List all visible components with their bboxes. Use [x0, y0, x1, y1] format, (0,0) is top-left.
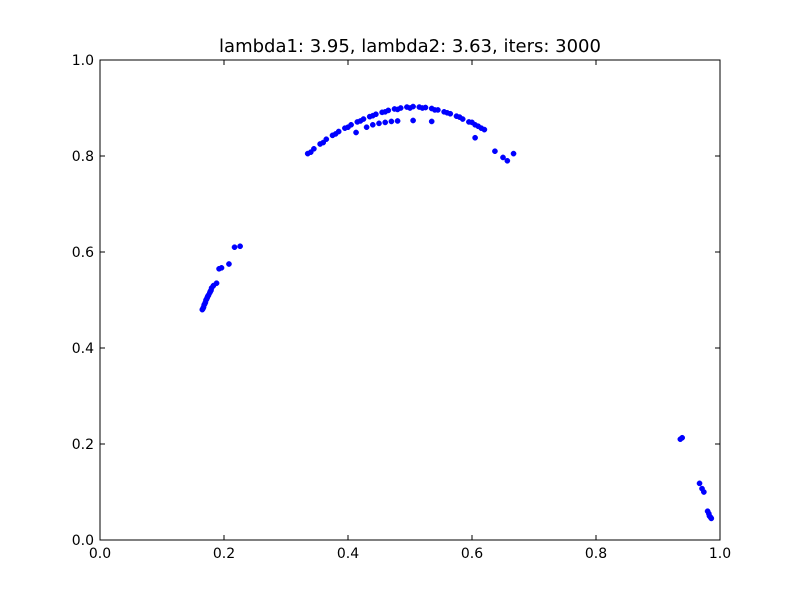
- arc-point: [481, 126, 488, 133]
- x-tick-label: 0.6: [461, 546, 483, 562]
- right-scatter-point: [500, 154, 506, 161]
- left-cluster-point: [218, 264, 225, 271]
- arc-point: [419, 105, 426, 111]
- lower-right-point: [701, 489, 707, 495]
- x-tick-label: 0.4: [337, 546, 359, 562]
- inner-arc-point: [394, 118, 401, 124]
- arc-point: [357, 118, 364, 124]
- arc-point: [475, 123, 482, 130]
- axis-ticks: 0.0 0.2 0.4 0.6 0.8 1.0 0.0 0.2 0.4 0.6 0.8 1.0: [72, 53, 731, 562]
- x-tick-label: 1.0: [709, 546, 731, 562]
- axes-frame: [99, 59, 721, 541]
- left-cluster-point: [226, 261, 232, 267]
- arc-point: [332, 131, 339, 137]
- arc-point: [394, 106, 401, 113]
- arc-point: [456, 114, 463, 120]
- arc-point: [431, 107, 438, 113]
- right-scatter-point: [510, 150, 517, 157]
- left-cluster-point: [200, 305, 206, 312]
- x-tick-label: 0.0: [89, 546, 111, 562]
- left-cluster-point: [213, 280, 220, 287]
- inner-arc-point: [382, 119, 389, 126]
- y-tick-label: 0.6: [72, 245, 94, 261]
- arc-point: [320, 139, 327, 146]
- left-cluster-point: [207, 288, 214, 295]
- inner-arc-point: [369, 121, 376, 128]
- scatter-points: [199, 103, 715, 522]
- right-scatter-point: [472, 134, 478, 141]
- arc-point: [407, 105, 413, 111]
- y-tick-label: 0.8: [72, 149, 94, 165]
- inner-arc-point: [410, 117, 416, 124]
- arc-point: [369, 112, 376, 119]
- inner-arc-point: [428, 118, 435, 125]
- x-tick-label: 0.8: [585, 546, 607, 562]
- arc-point: [382, 108, 389, 115]
- lower-right-point: [696, 480, 703, 487]
- left-cluster-point: [201, 300, 208, 307]
- arc-point: [307, 149, 314, 156]
- left-cluster-point: [205, 293, 211, 300]
- arc-point: [345, 124, 351, 131]
- lower-right-point: [679, 434, 686, 441]
- y-tick-label: 0.0: [72, 533, 94, 549]
- inner-arc-point: [376, 120, 382, 127]
- left-cluster-point: [231, 244, 238, 251]
- y-tick-label: 0.4: [72, 341, 94, 357]
- left-cluster-point: [237, 243, 243, 250]
- y-tick-label: 1.0: [72, 53, 94, 69]
- x-tick-label: 0.2: [213, 546, 235, 562]
- lower-right-point: [708, 515, 715, 522]
- arc-point: [444, 109, 451, 116]
- arc-point: [469, 119, 475, 126]
- inner-arc-point: [388, 118, 395, 125]
- chart-title: lambda1: 3.95, lambda2: 3.63, iters: 300…: [219, 36, 601, 57]
- right-scatter-point: [504, 157, 511, 164]
- inner-arc-point: [363, 124, 370, 131]
- inner-arc-point: [353, 129, 359, 136]
- y-tick-label: 0.2: [72, 437, 94, 453]
- right-scatter-point: [492, 148, 498, 155]
